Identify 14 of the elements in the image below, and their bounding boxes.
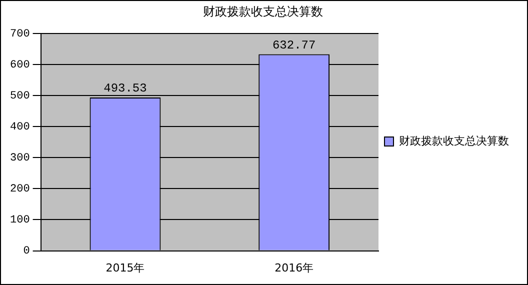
x-tick-label: 2015年 xyxy=(106,261,145,274)
y-tick-label: 200 xyxy=(10,184,30,196)
y-tick-label: 700 xyxy=(10,28,30,40)
data-label: 493.53 xyxy=(104,82,147,96)
x-tick-label: 2016年 xyxy=(274,261,314,274)
chart-title: 财政拨款收支总决算数 xyxy=(203,4,323,18)
data-label: 632.77 xyxy=(272,38,316,52)
y-tick-label: 400 xyxy=(10,121,30,134)
y-tick-label: 300 xyxy=(10,152,30,165)
y-tick-label: 100 xyxy=(10,214,30,227)
y-tick-label: 500 xyxy=(10,90,30,102)
legend-label: 财政拨款收支总决算数 xyxy=(399,134,509,148)
y-tick-label: 600 xyxy=(10,59,30,72)
y-tick-label: 0 xyxy=(23,246,30,258)
